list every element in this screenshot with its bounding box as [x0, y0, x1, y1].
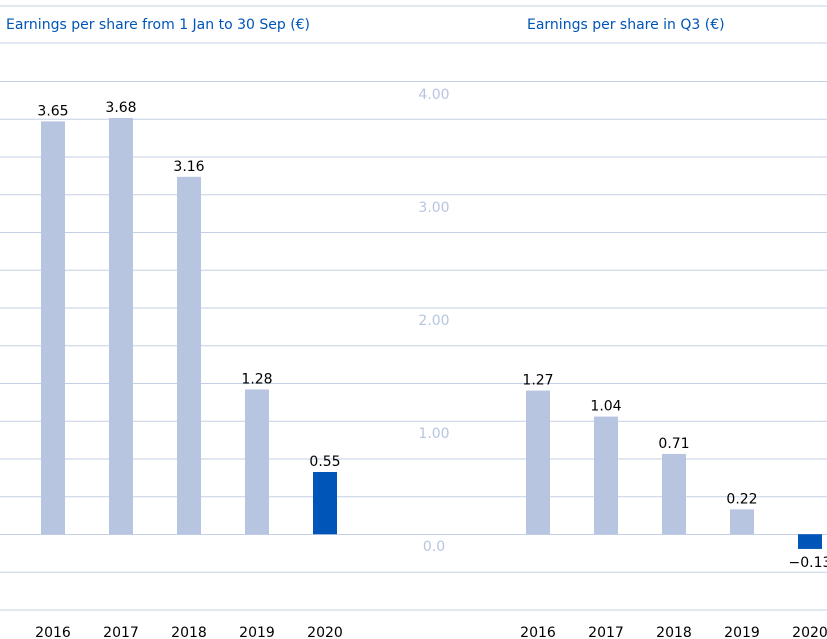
x-tick-label: 2020	[307, 625, 343, 639]
x-tick-label: 2017	[103, 625, 139, 639]
bar	[109, 117, 133, 535]
value-label: 3.68	[105, 100, 136, 116]
x-tick-label: 2018	[171, 625, 207, 639]
x-tick-label: 2019	[239, 625, 275, 639]
x-tick-label: 2019	[724, 625, 760, 639]
bar	[41, 121, 65, 535]
value-label: 0.71	[658, 436, 689, 452]
bar	[245, 389, 269, 535]
x-tick-label: 2017	[588, 625, 624, 639]
bar	[798, 534, 822, 549]
bar	[730, 509, 754, 535]
rules	[0, 5, 827, 44]
x-tick-label: 2020	[792, 625, 827, 639]
bar	[662, 453, 686, 535]
value-label: 1.04	[590, 399, 621, 415]
y-tick-label: 3.00	[418, 200, 449, 216]
chart-title: Earnings per share from 1 Jan to 30 Sep …	[6, 17, 310, 33]
value-label: 3.65	[37, 103, 68, 119]
bar	[594, 416, 618, 535]
x-tick-label: 2018	[656, 625, 692, 639]
y-tick-label: 0.0	[423, 539, 445, 555]
x-tick-label: 2016	[520, 625, 556, 639]
bar	[177, 176, 201, 535]
y-tick-label: 2.00	[418, 313, 449, 329]
bar	[313, 472, 337, 535]
value-label: 0.22	[726, 491, 757, 507]
y-tick-label: 1.00	[418, 426, 449, 442]
y-tick-label: 4.00	[418, 87, 449, 103]
value-label: 1.27	[522, 373, 553, 389]
value-label: 3.16	[173, 159, 204, 175]
value-label: 1.28	[241, 371, 272, 387]
x-tick-label: 2016	[35, 625, 71, 639]
chart-title: Earnings per share in Q3 (€)	[527, 17, 725, 33]
bar	[526, 390, 550, 535]
value-label: −0.13	[789, 555, 827, 571]
value-label: 0.55	[309, 454, 340, 470]
